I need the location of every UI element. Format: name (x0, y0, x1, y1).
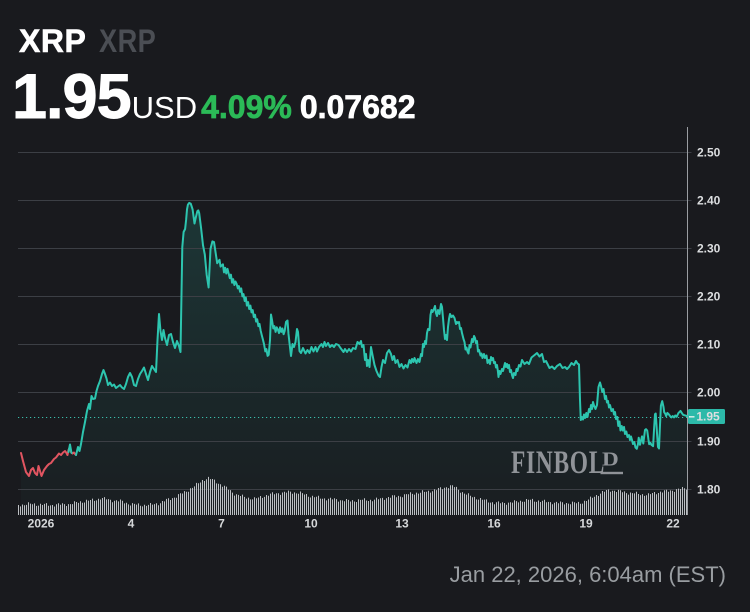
svg-text:22: 22 (666, 517, 680, 531)
svg-text:D: D (602, 448, 619, 470)
svg-text:19: 19 (579, 517, 593, 531)
svg-text:2026: 2026 (28, 517, 55, 531)
svg-text:1.80: 1.80 (697, 483, 721, 497)
svg-text:10: 10 (304, 517, 318, 531)
svg-text:4: 4 (128, 517, 135, 531)
svg-text:2.10: 2.10 (697, 338, 721, 352)
svg-text:2.50: 2.50 (697, 146, 721, 160)
svg-text:2.00: 2.00 (697, 386, 721, 400)
svg-text:FINBOL: FINBOL (511, 445, 605, 481)
svg-text:16: 16 (487, 517, 501, 531)
svg-text:2.40: 2.40 (697, 194, 721, 208)
svg-text:13: 13 (395, 517, 409, 531)
svg-text:7: 7 (218, 517, 225, 531)
svg-text:2.30: 2.30 (697, 242, 721, 256)
svg-text:1.95: 1.95 (696, 410, 720, 424)
svg-text:2.20: 2.20 (697, 290, 721, 304)
svg-text:1.90: 1.90 (697, 435, 721, 449)
